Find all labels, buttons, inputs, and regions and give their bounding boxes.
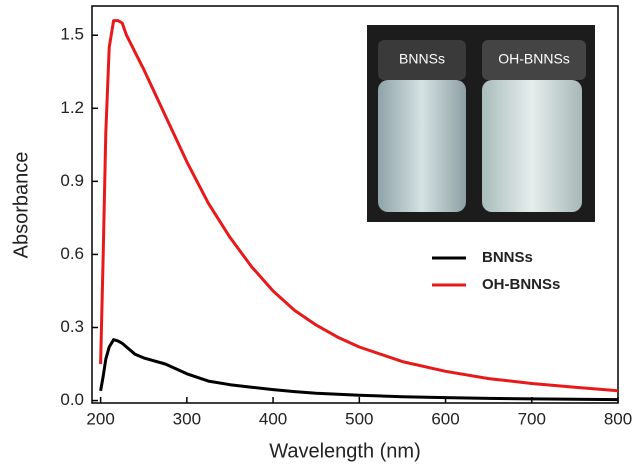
y-tick-label: 0.0 <box>60 390 84 409</box>
x-tick-label: 600 <box>431 409 459 428</box>
y-tick-label: 1.2 <box>60 98 84 117</box>
legend-label: BNNSs <box>482 249 533 266</box>
inset-photo: BNNSs OH-BNNSs <box>367 25 595 222</box>
x-tick-label: 400 <box>259 409 287 428</box>
y-tick-label: 0.6 <box>60 244 84 263</box>
data-line <box>101 340 618 400</box>
x-tick-label: 700 <box>518 409 546 428</box>
x-tick-label: 500 <box>345 409 373 428</box>
y-axis-label: Absorbance <box>10 152 32 259</box>
y-tick-label: 0.3 <box>60 317 84 336</box>
chart: BNNSs OH-BNNSs Wavelength (nm) Absorbanc… <box>0 0 638 466</box>
x-tick-label: 300 <box>173 409 201 428</box>
legend-label: OH-BNNSs <box>482 276 560 293</box>
inset-label: OH-BNNSs <box>498 51 570 67</box>
x-tick-label: 200 <box>86 409 114 428</box>
y-tick-label: 1.5 <box>60 25 84 44</box>
x-axis-label: Wavelength (nm) <box>269 440 421 462</box>
y-tick-label: 0.9 <box>60 171 84 190</box>
x-tick-label: 800 <box>604 409 632 428</box>
inset-label: BNNSs <box>399 51 445 67</box>
